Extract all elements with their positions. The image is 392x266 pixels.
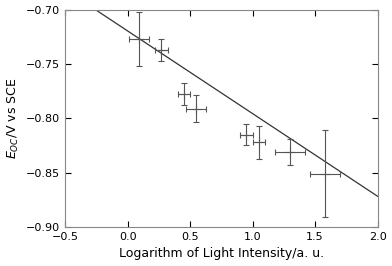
Y-axis label: $E_{OC}$/V vs SCE: $E_{OC}$/V vs SCE (5, 77, 21, 159)
X-axis label: Logarithm of Light Intensity/a. u.: Logarithm of Light Intensity/a. u. (119, 247, 324, 260)
